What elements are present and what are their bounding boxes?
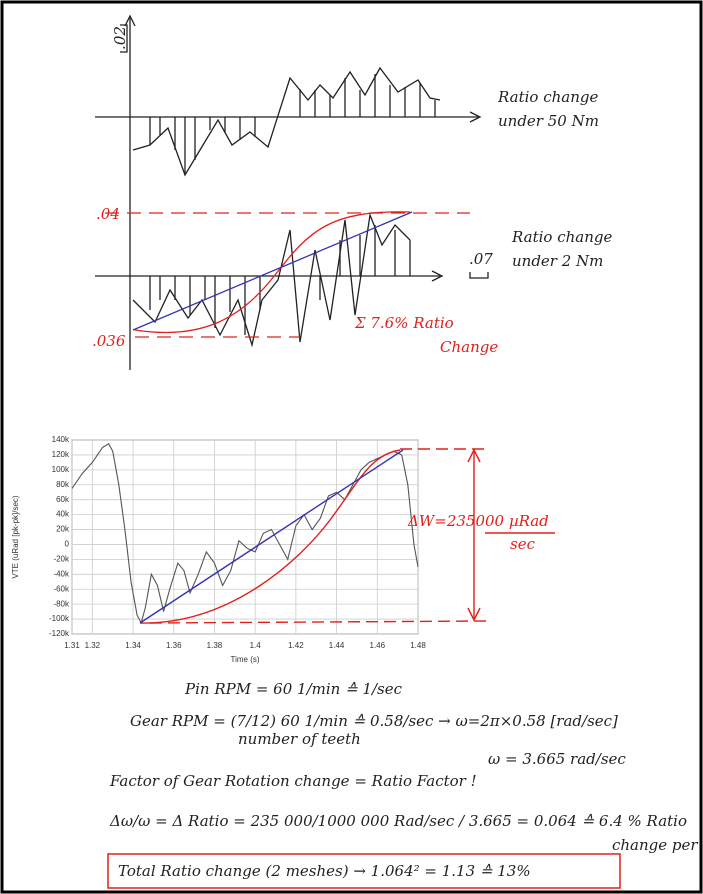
annotation: ΔW=235000 µRad	[407, 512, 549, 530]
y-tick-label: -60k	[53, 584, 70, 593]
note: Total Ratio change (2 meshes) → 1.064² =…	[118, 862, 531, 880]
y-tick-label: 100k	[52, 465, 70, 474]
y-tick-label: -120k	[49, 629, 70, 638]
scale-label: .07	[469, 250, 493, 268]
y-tick-label: -40k	[53, 569, 70, 578]
sketch-middle	[95, 200, 488, 370]
y-tick-label: -80k	[53, 599, 70, 608]
note: ω = 3.665 rad/sec	[488, 750, 626, 768]
y-tick-label: 0	[65, 540, 70, 549]
annotation: sec	[510, 535, 536, 553]
x-tick-label: 1.4	[250, 641, 262, 650]
axis-label: .02	[111, 26, 129, 50]
note: Factor of Gear Rotation change = Ratio F…	[109, 772, 477, 790]
y-tick-label: -100k	[49, 614, 70, 623]
y-tick-label: 20k	[56, 525, 70, 534]
x-tick-label: 1.36	[166, 641, 182, 650]
plot-area	[72, 440, 418, 634]
note: Δω/ω = Δ Ratio = 235 000/1000 000 Rad/se…	[109, 812, 687, 830]
note: change per mesh	[612, 836, 703, 854]
y-tick-label: 60k	[56, 495, 70, 504]
x-tick-label: 1.48	[410, 641, 426, 650]
y-tick-label: 80k	[56, 480, 70, 489]
y-tick-label: -20k	[53, 554, 70, 563]
y-tick-label: 140k	[52, 435, 70, 444]
x-tick-label: 1.34	[125, 641, 141, 650]
sketch-label: under 2 Nm	[512, 252, 603, 270]
x-tick-label: 1.42	[288, 641, 304, 650]
axis-label: .036	[92, 332, 126, 350]
x-tick-label: 1.32	[85, 641, 101, 650]
y-tick-label: 120k	[52, 450, 70, 459]
note: number of teeth	[238, 730, 361, 748]
note: Gear RPM = (7/12) 60 1/min ≙ 0.58/sec → …	[130, 712, 618, 730]
x-axis-label: Time (s)	[230, 655, 259, 664]
y-axis-label: VTE (uRad [pk-pk]/sec)	[11, 495, 20, 578]
x-tick-label: 1.31	[64, 641, 80, 650]
sketch-label: Ratio change	[511, 228, 612, 246]
note: Pin RPM = 60 1/min ≙ 1/sec	[184, 680, 403, 698]
annotation: Σ 7.6% Ratio	[354, 314, 454, 332]
x-tick-label: 1.46	[370, 641, 386, 650]
y-tick-label: 40k	[56, 510, 70, 519]
x-tick-label: 1.38	[207, 641, 223, 650]
x-tick-label: 1.44	[329, 641, 345, 650]
annotation: Change	[440, 338, 498, 356]
sketch-label: Ratio change	[497, 88, 598, 106]
axis-label: .04	[96, 205, 120, 223]
page: .02 Ratio change under 50 Nm .04 .036 .0…	[0, 0, 703, 894]
sketch-label: under 50 Nm	[498, 112, 599, 130]
sketch-top	[95, 16, 480, 200]
document: .02 Ratio change under 50 Nm .04 .036 .0…	[0, 0, 703, 894]
